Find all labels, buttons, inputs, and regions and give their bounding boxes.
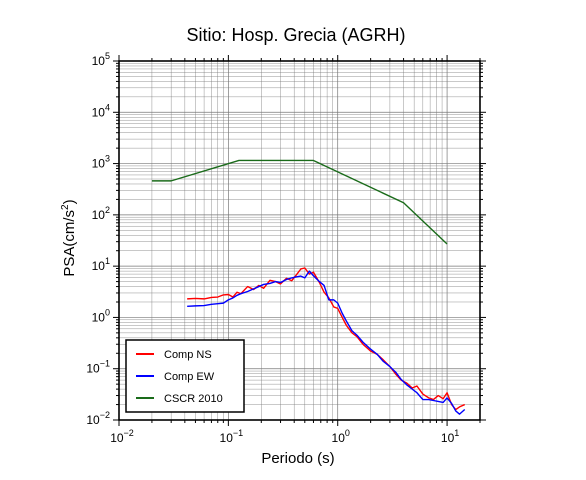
plot-frame xyxy=(118,60,481,421)
series-line-comp-ew xyxy=(187,270,466,415)
y-tick-label: 102 xyxy=(92,205,110,222)
y-tick-label: 104 xyxy=(92,102,110,119)
x-tick-label: 100 xyxy=(332,428,350,445)
y-tick-label: 10−1 xyxy=(86,359,110,376)
y-tick-label: 105 xyxy=(92,51,110,68)
y-tick-label: 100 xyxy=(92,307,110,324)
y-axis-label-pre: PSA(cm/s xyxy=(61,210,78,277)
y-axis-label-post: ) xyxy=(61,199,78,204)
x-tick-label: 101 xyxy=(441,428,459,445)
chart-title: Sitio: Hosp. Grecia (AGRH) xyxy=(186,25,405,45)
grid xyxy=(118,60,481,421)
legend-label: Comp EW xyxy=(164,371,215,383)
y-tick-label: 103 xyxy=(92,154,110,171)
y-tick-label: 10−2 xyxy=(86,410,110,427)
series-layer xyxy=(151,159,466,415)
x-tick-label: 10−2 xyxy=(110,428,134,445)
legend-label: CSCR 2010 xyxy=(164,393,223,405)
legend-label: Comp NS xyxy=(164,349,212,361)
legend: Comp NS Comp EW CSCR 2010 xyxy=(125,339,245,413)
x-tick-label: 10−1 xyxy=(220,428,244,445)
y-axis-label-sup: 2 xyxy=(60,204,71,210)
y-axis-label: PSA(cm/s2) xyxy=(60,199,78,276)
series-line-cscr-2010 xyxy=(151,159,448,245)
x-axis-label: Periodo (s) xyxy=(261,450,334,467)
ticks: 10−2 10−1 100 101 10−2 10−1 100 101 102 103 104 105 xyxy=(86,51,486,445)
y-tick-label: 101 xyxy=(92,256,110,273)
